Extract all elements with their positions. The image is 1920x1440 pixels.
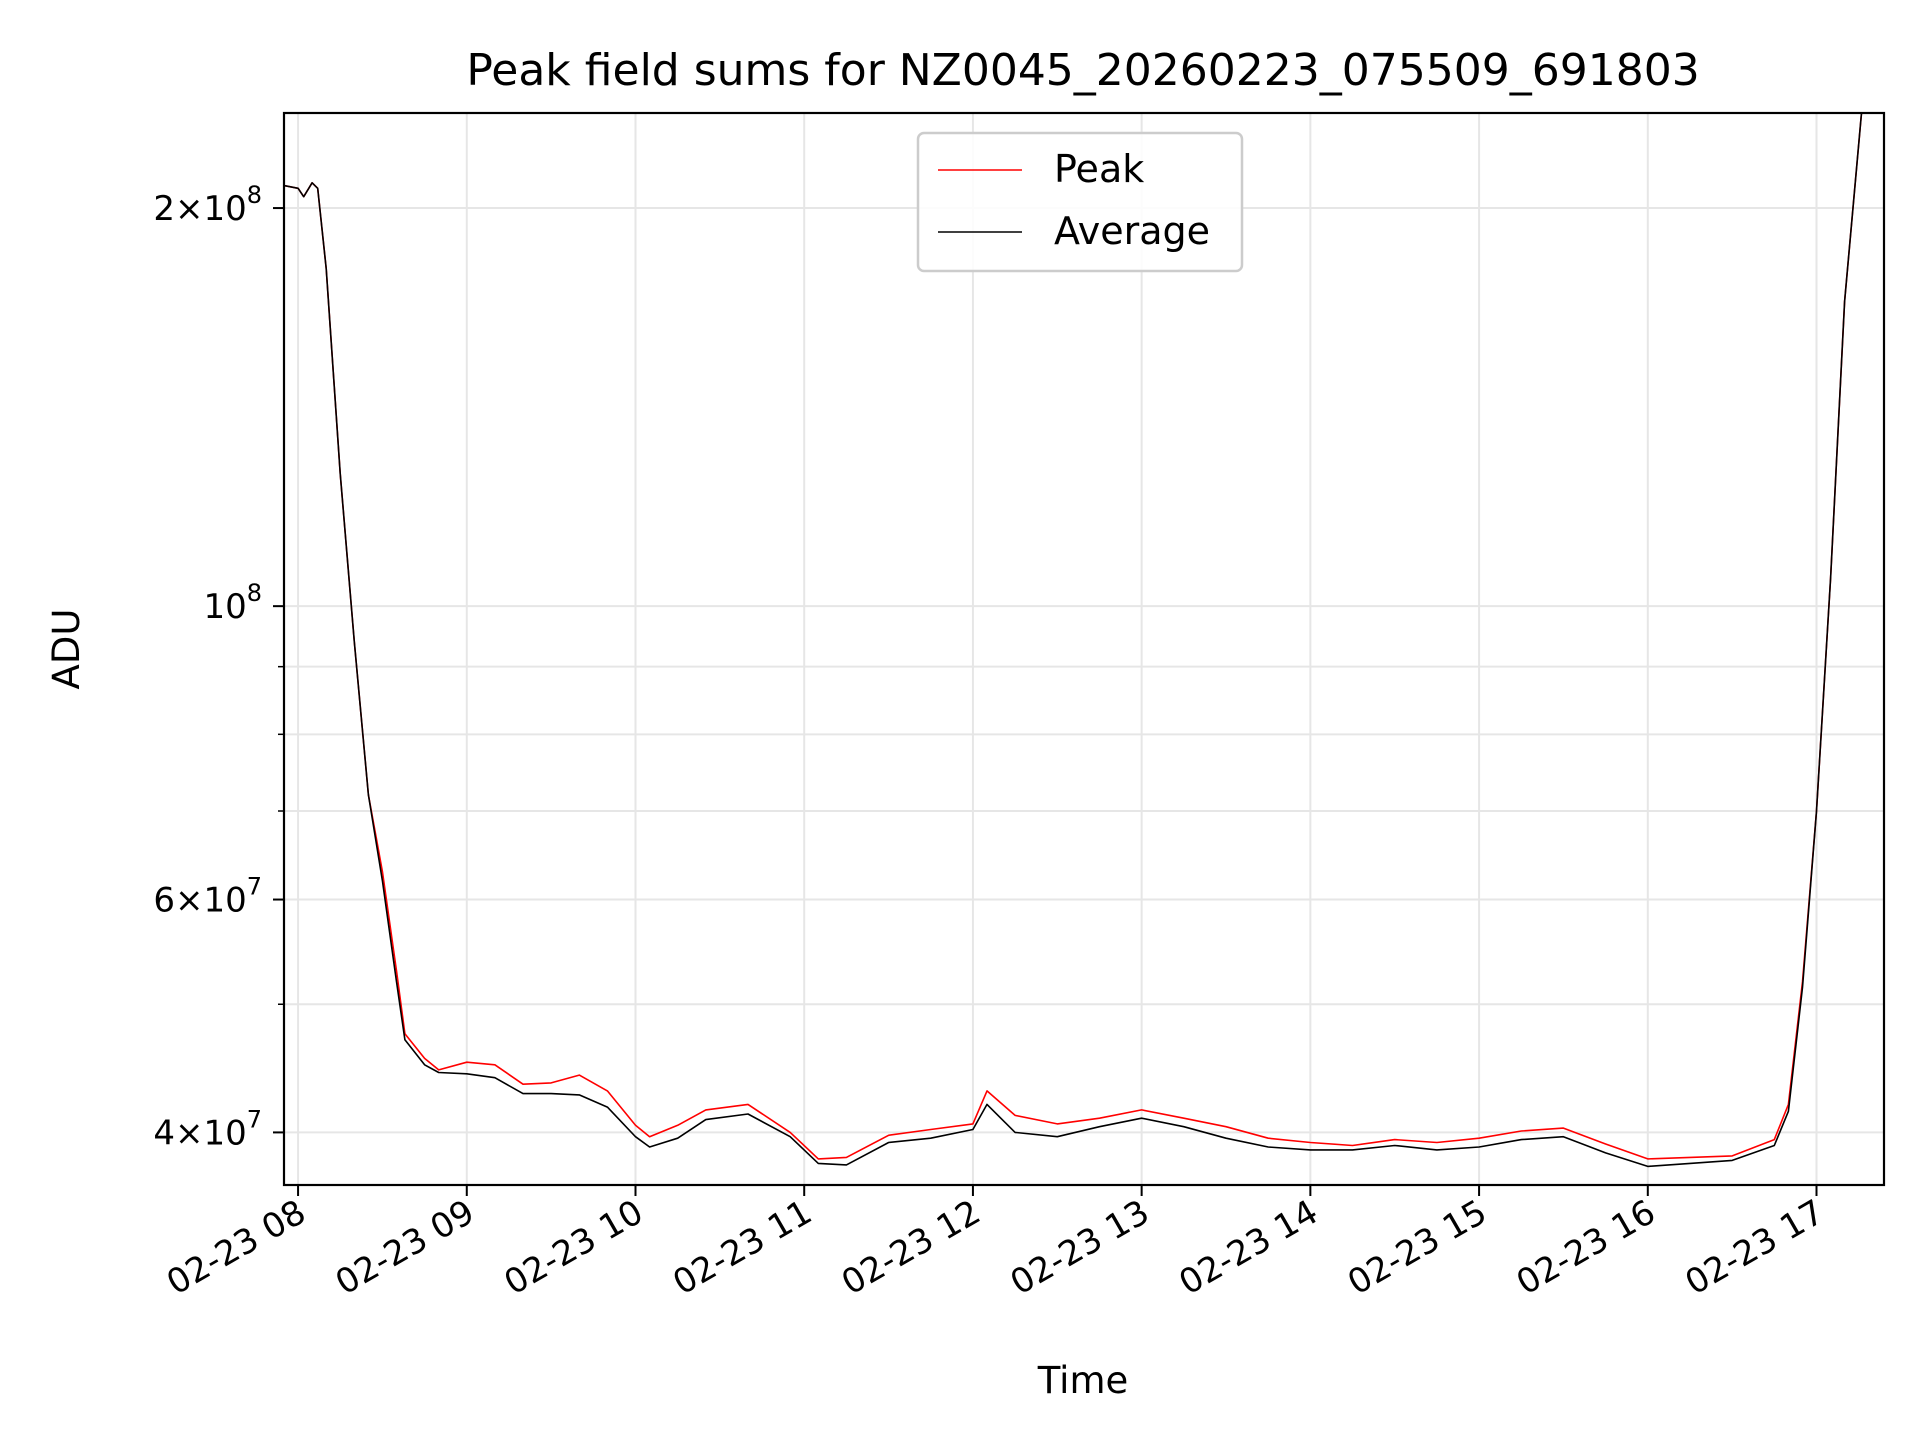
x-tick-label: 02-23 16: [1510, 1192, 1662, 1303]
y-tick-label: 4×107: [153, 1105, 262, 1153]
x-tick-label: 02-23 08: [160, 1192, 312, 1303]
y-tick-exponent: 8: [247, 579, 262, 607]
legend-label-peak: Peak: [1054, 147, 1144, 191]
x-axis-title: Time: [1037, 1359, 1129, 1402]
series-line-peak: [284, 113, 1884, 1160]
y-tick-exponent: 8: [247, 181, 262, 209]
x-tick-label: 02-23 17: [1679, 1192, 1831, 1303]
x-tick-label: 02-23 09: [329, 1192, 481, 1303]
legend-label-average: Average: [1054, 209, 1210, 253]
y-tick-label: 6×107: [153, 873, 262, 921]
y-axis-title: ADU: [45, 609, 88, 690]
x-tick-label: 02-23 13: [1004, 1192, 1156, 1303]
x-tick-label: 02-23 15: [1341, 1192, 1493, 1303]
y-tick-label: 2×108: [153, 181, 262, 229]
y-tick-mantissa: 6×10: [153, 881, 246, 921]
y-tick-exponent: 7: [247, 1105, 262, 1133]
series-layer: [284, 113, 1884, 1168]
y-tick-label: 108: [203, 579, 262, 627]
y-tick-exponent: 7: [247, 873, 262, 901]
series-line-average: [284, 113, 1884, 1168]
x-tick-label: 02-23 11: [666, 1192, 818, 1303]
legend-frame: [916, 131, 1244, 273]
y-tick-mantissa: 4×10: [153, 1113, 246, 1153]
legend: Peak Average: [916, 131, 1244, 273]
y-tick-mantissa: 10: [203, 587, 246, 627]
grid-layer: [284, 113, 1884, 1185]
x-tick-label: 02-23 14: [1172, 1192, 1324, 1303]
chart-title: Peak field sums for NZ0045_20260223_0755…: [466, 45, 1699, 96]
x-tick-label: 02-23 10: [498, 1192, 650, 1303]
plot-frame: [282, 111, 1886, 1187]
x-tick-label: 02-23 12: [835, 1192, 987, 1303]
y-tick-mantissa: 2×10: [153, 189, 246, 229]
